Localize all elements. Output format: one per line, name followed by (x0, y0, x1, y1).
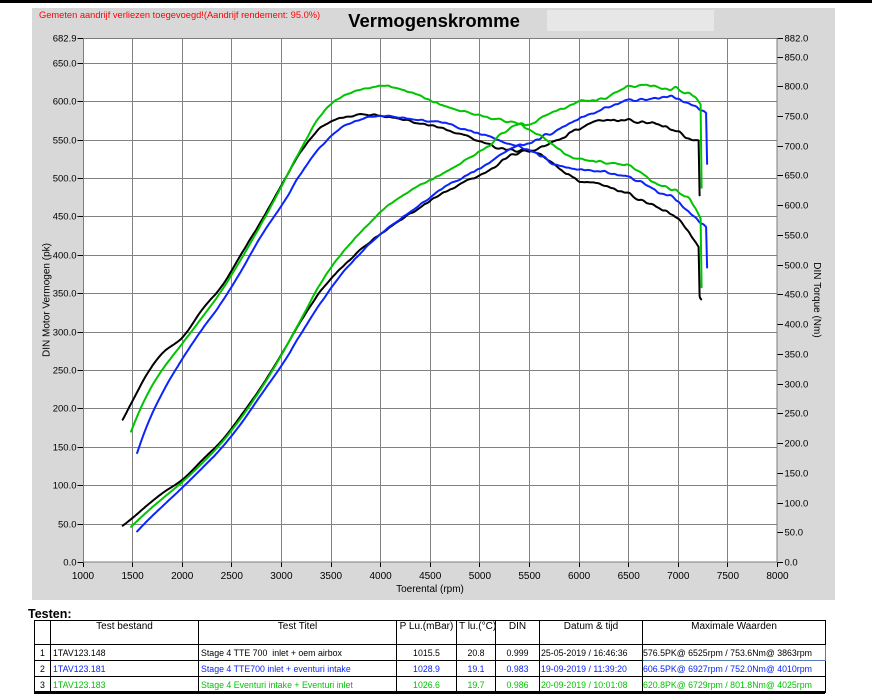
svg-text:50.0: 50.0 (58, 520, 77, 531)
svg-text:100.0: 100.0 (53, 481, 77, 492)
svg-text:650.0: 650.0 (53, 59, 77, 70)
svg-text:0.0: 0.0 (785, 558, 798, 569)
svg-text:250.0: 250.0 (785, 409, 809, 420)
svg-text:500.0: 500.0 (785, 261, 809, 272)
svg-text:3500: 3500 (320, 571, 343, 582)
svg-text:882.0: 882.0 (785, 34, 809, 45)
svg-text:400.0: 400.0 (785, 320, 809, 331)
svg-text:50.0: 50.0 (785, 528, 804, 539)
svg-text:400.0: 400.0 (53, 251, 77, 262)
svg-text:150.0: 150.0 (53, 443, 77, 454)
svg-text:7500: 7500 (717, 571, 740, 582)
svg-text:600.0: 600.0 (53, 97, 77, 108)
svg-text:350.0: 350.0 (785, 350, 809, 361)
svg-text:600.0: 600.0 (785, 201, 809, 212)
svg-text:650.0: 650.0 (785, 171, 809, 182)
svg-text:550.0: 550.0 (53, 136, 77, 147)
svg-text:7000: 7000 (667, 571, 690, 582)
svg-text:1500: 1500 (121, 571, 144, 582)
svg-text:6500: 6500 (618, 571, 641, 582)
svg-text:800.0: 800.0 (785, 82, 809, 93)
svg-text:850.0: 850.0 (785, 53, 809, 64)
svg-text:350.0: 350.0 (53, 289, 77, 300)
svg-text:3000: 3000 (270, 571, 293, 582)
svg-text:200.0: 200.0 (785, 439, 809, 450)
svg-text:200.0: 200.0 (53, 404, 77, 415)
svg-text:300.0: 300.0 (785, 380, 809, 391)
svg-text:450.0: 450.0 (53, 212, 77, 223)
svg-text:750.0: 750.0 (785, 112, 809, 123)
svg-text:0.0: 0.0 (63, 558, 76, 569)
svg-text:1000: 1000 (72, 571, 95, 582)
svg-text:8000: 8000 (766, 571, 789, 582)
svg-text:300.0: 300.0 (53, 328, 77, 339)
svg-text:2500: 2500 (221, 571, 244, 582)
svg-text:DIN Torque (Nm): DIN Torque (Nm) (811, 262, 822, 337)
svg-text:250.0: 250.0 (53, 366, 77, 377)
svg-text:682.9: 682.9 (53, 34, 77, 45)
svg-text:450.0: 450.0 (785, 290, 809, 301)
svg-text:DIN Motor Vermogen (pk): DIN Motor Vermogen (pk) (42, 243, 53, 357)
svg-text:5500: 5500 (518, 571, 541, 582)
svg-text:150.0: 150.0 (785, 469, 809, 480)
svg-text:4000: 4000 (369, 571, 392, 582)
svg-text:2000: 2000 (171, 571, 194, 582)
svg-text:Toerental (rpm): Toerental (rpm) (396, 584, 464, 595)
svg-text:6000: 6000 (568, 571, 591, 582)
svg-text:550.0: 550.0 (785, 231, 809, 242)
svg-text:4500: 4500 (419, 571, 442, 582)
svg-text:500.0: 500.0 (53, 174, 77, 185)
svg-text:700.0: 700.0 (785, 142, 809, 153)
svg-text:100.0: 100.0 (785, 499, 809, 510)
svg-text:5000: 5000 (469, 571, 492, 582)
